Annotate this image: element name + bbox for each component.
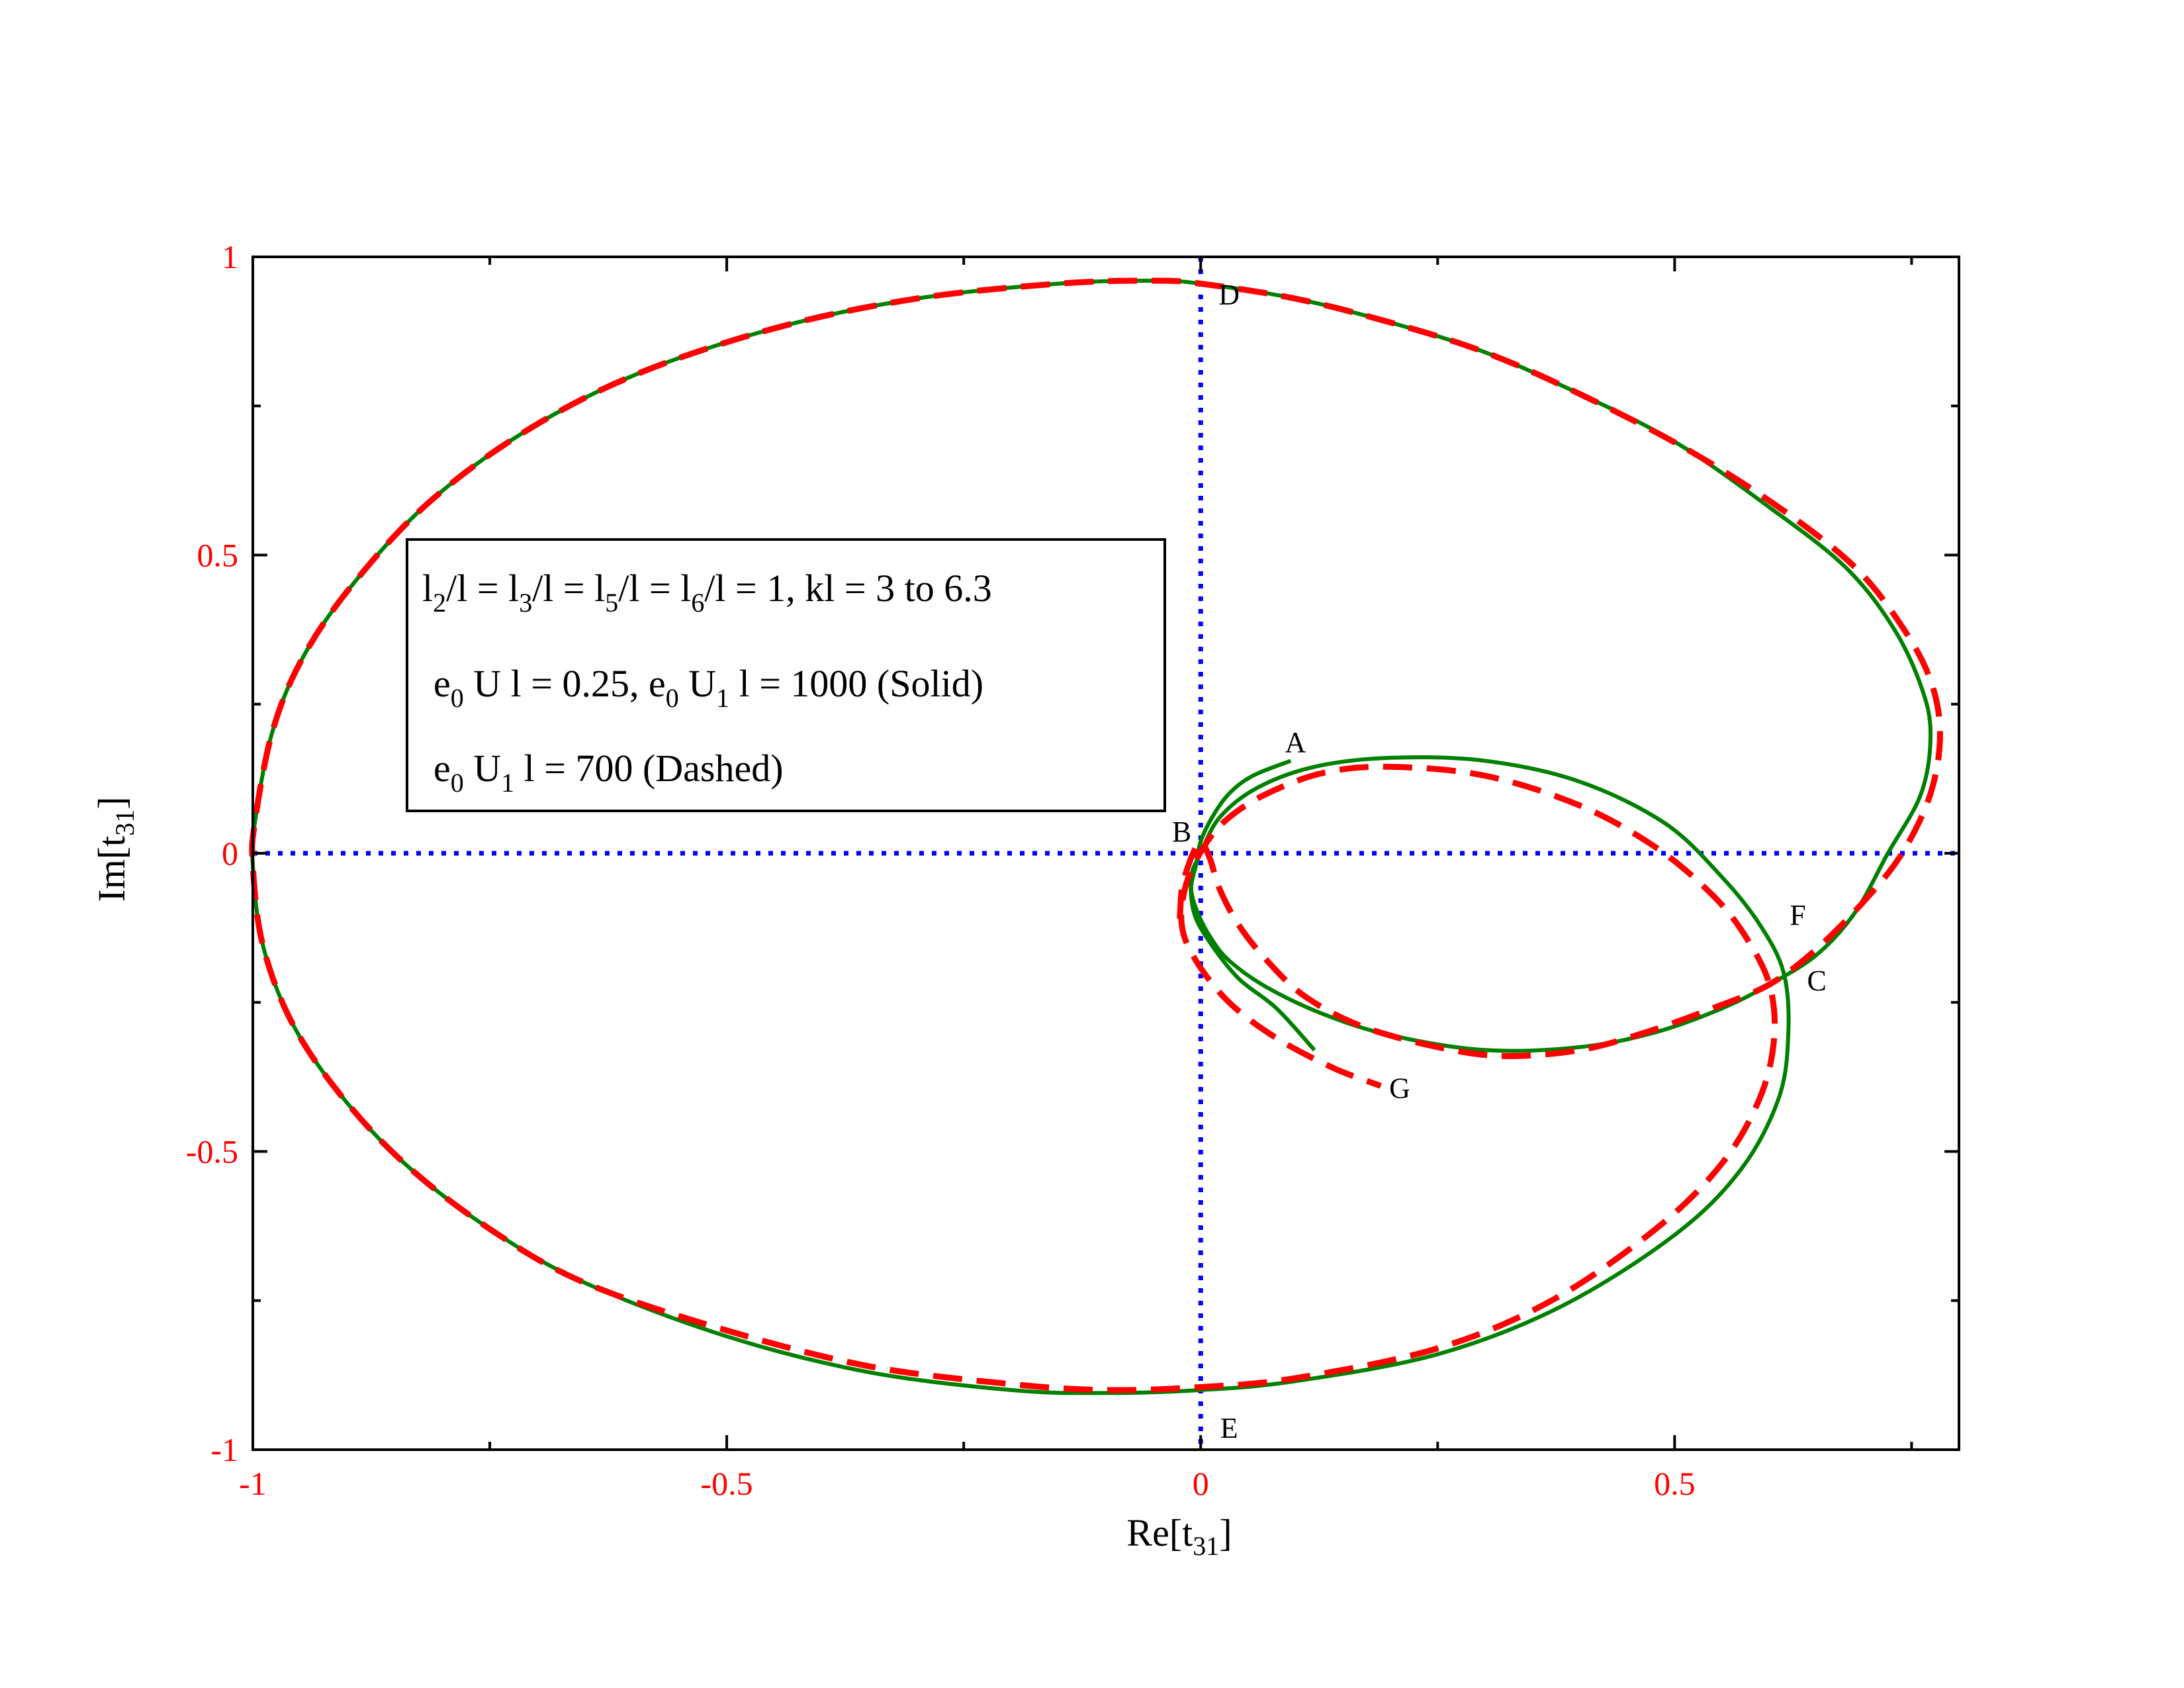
y-tick-label: -0.5 <box>186 1133 238 1170</box>
legend-entry-2: e0 U l = 0.25, e0 U1 l = 1000 (Solid) <box>433 662 983 713</box>
legend-box <box>406 538 1166 812</box>
tick-labels: -1 -0.5 0 0.5 -1 -0.5 0 0.5 1 <box>186 238 1696 1502</box>
point-label-D: D <box>1218 279 1240 311</box>
point-label-A: A <box>1285 726 1306 759</box>
legend-entry-1: l2/l = l3/l = l5/l = l6/l = 1, kl = 3 to… <box>422 567 992 618</box>
y-tick-label: -1 <box>210 1431 238 1468</box>
y-tick-label: 0 <box>222 835 238 872</box>
x-tick-label: -0.5 <box>701 1465 753 1502</box>
point-label-C: C <box>1807 964 1826 997</box>
x-axis-label: Re[t31] <box>1126 1511 1232 1561</box>
point-label-G: G <box>1389 1072 1410 1104</box>
y-tick-label: 0.5 <box>197 537 239 574</box>
ticks <box>251 256 1959 1451</box>
legend-entry-3: e0 U1 l = 700 (Dashed) <box>433 747 784 798</box>
point-annotations: A B C D E F G <box>1172 279 1827 1444</box>
point-label-F: F <box>1790 899 1805 931</box>
legend: l2/l = l3/l = l5/l = l6/l = 1, kl = 3 to… <box>406 538 1166 812</box>
point-label-E: E <box>1220 1412 1238 1444</box>
y-tick-label: 1 <box>222 238 238 275</box>
x-tick-label: -1 <box>239 1465 267 1502</box>
series-layer <box>249 277 1943 1395</box>
point-label-B: B <box>1172 816 1191 848</box>
legend-lines: l2/l = l3/l = l5/l = l6/l = 1, kl = 3 to… <box>422 567 992 798</box>
x-tick-label: 0 <box>1193 1465 1209 1502</box>
x-tick-label: 0.5 <box>1654 1465 1696 1502</box>
reference-lines <box>253 257 1959 1450</box>
series-dashed-curve <box>249 277 1943 1393</box>
y-axis-label: Im[t31] <box>90 796 140 902</box>
